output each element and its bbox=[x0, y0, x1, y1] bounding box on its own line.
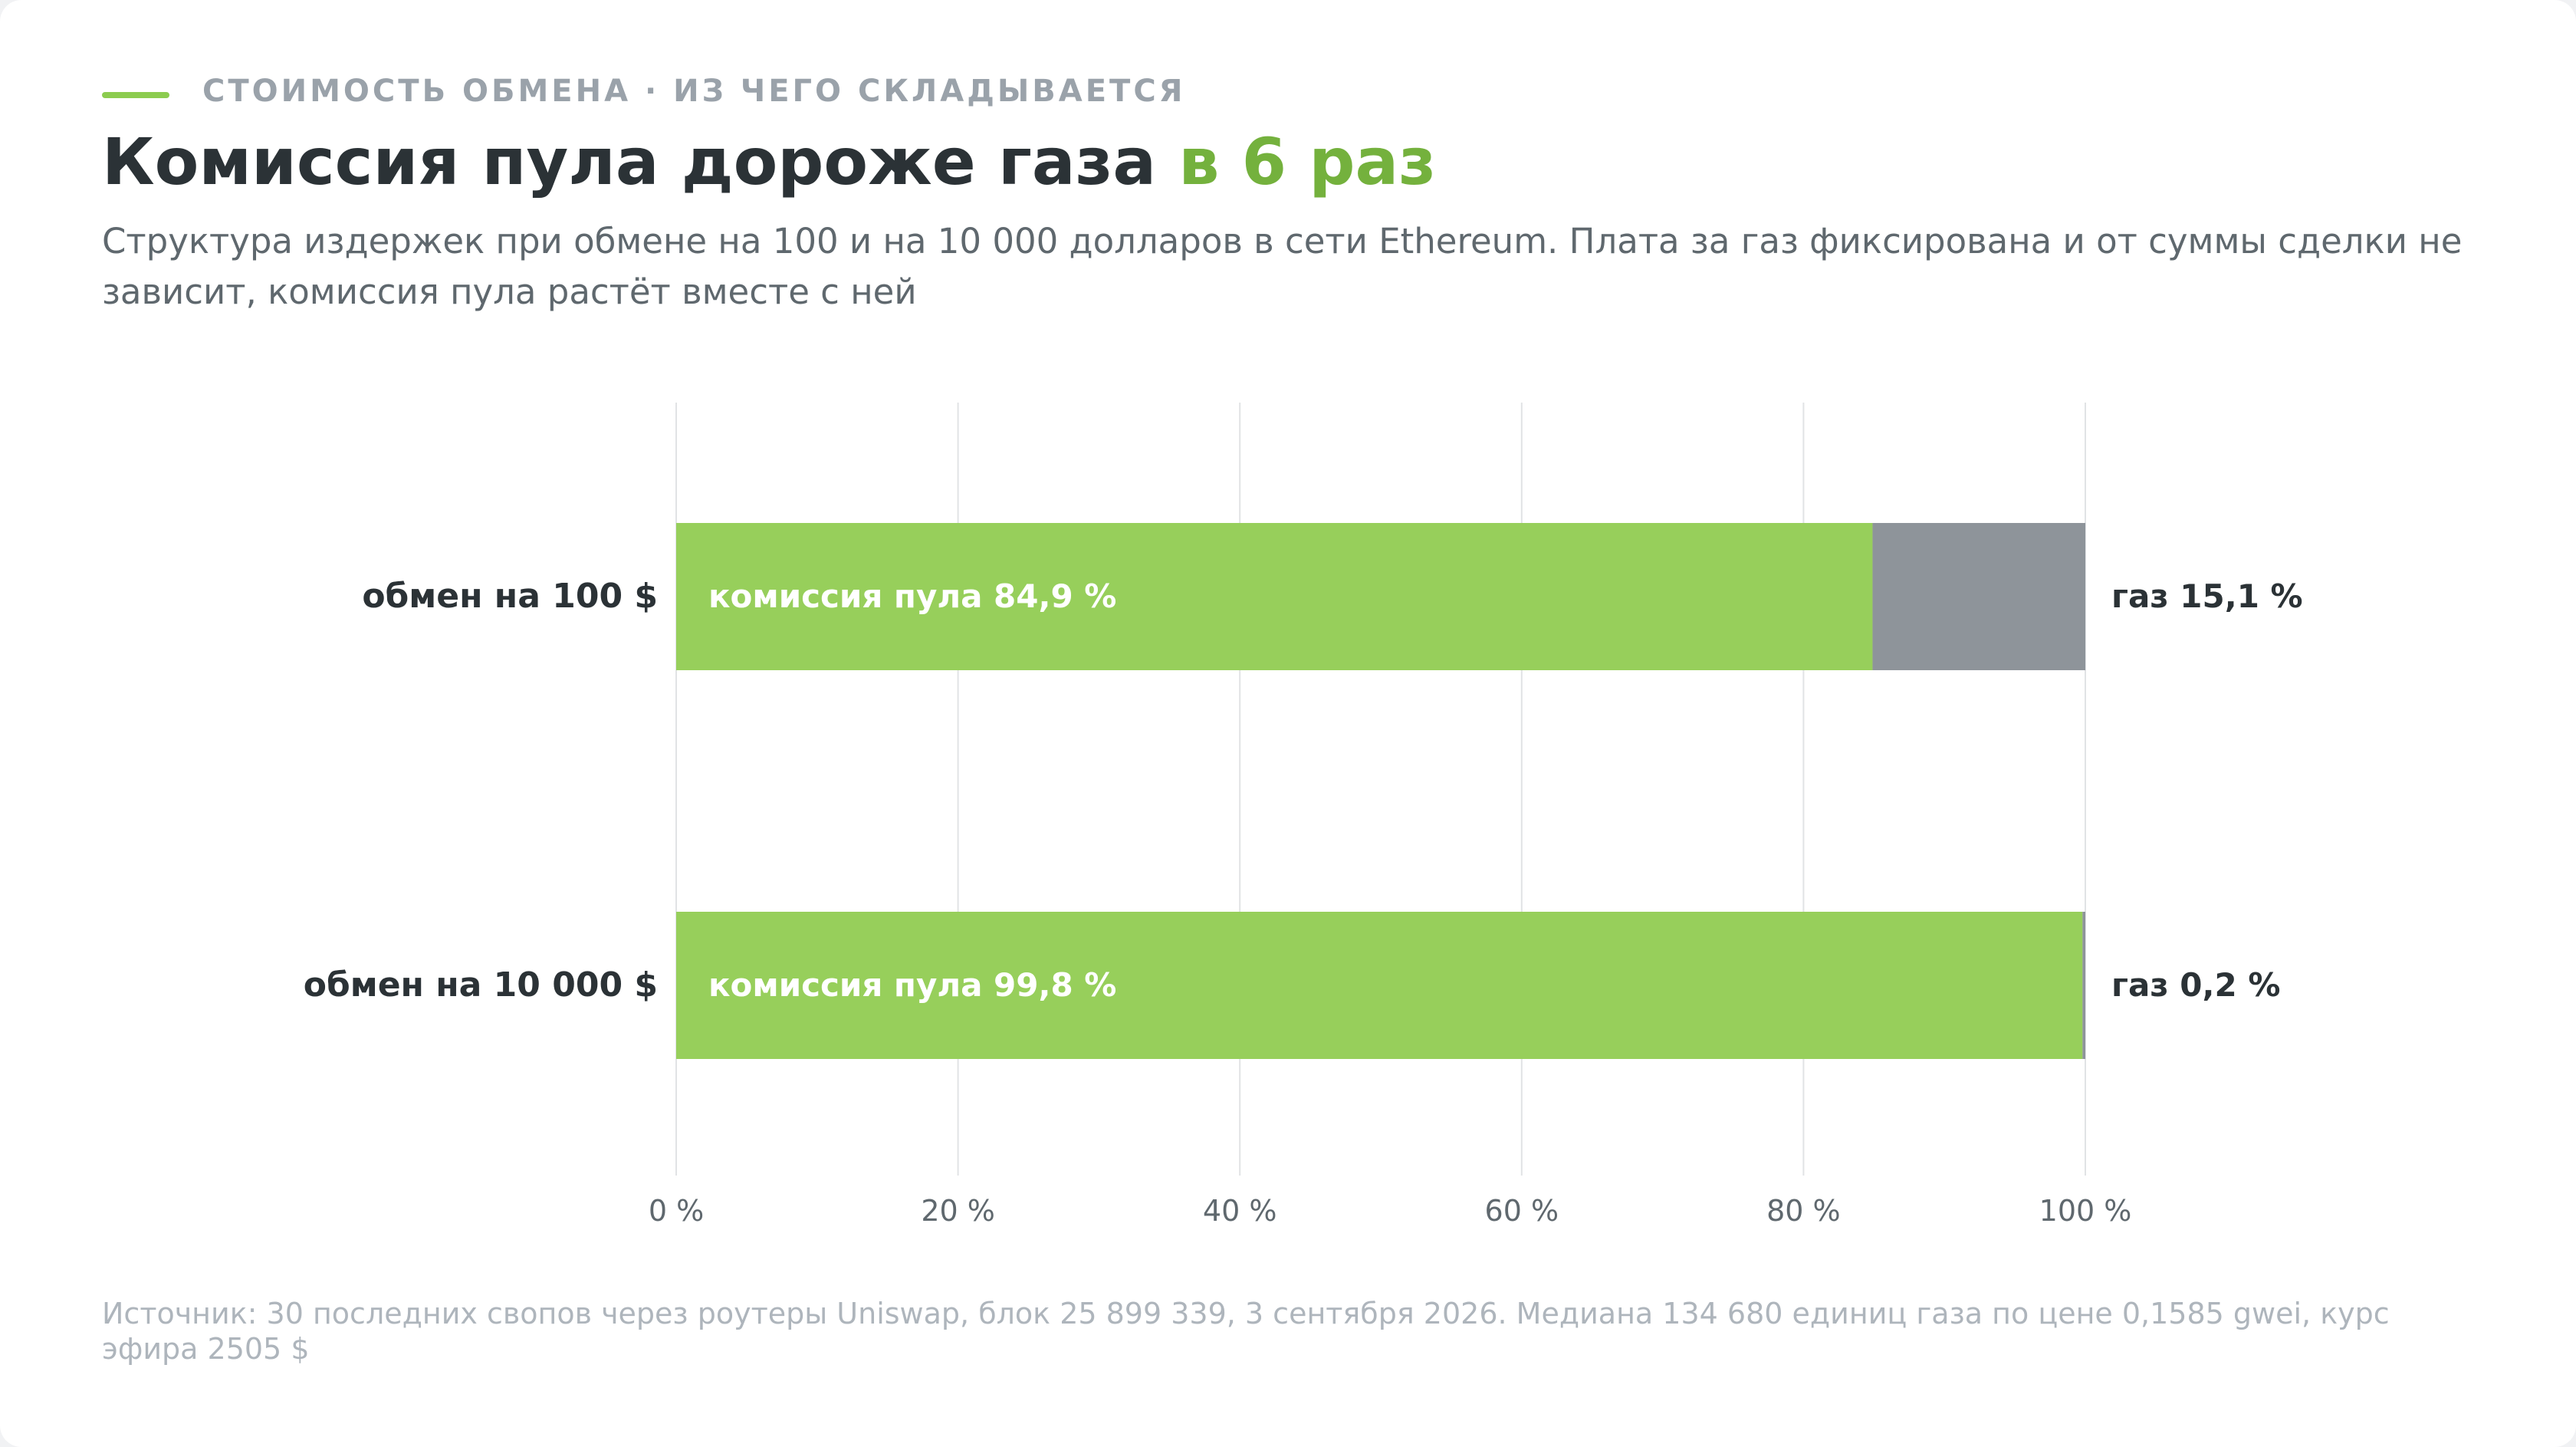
bar-segment-gas bbox=[1872, 523, 2085, 670]
category-label: обмен на 10 000 $ bbox=[304, 965, 658, 1005]
bar-segment-gas bbox=[2082, 912, 2085, 1059]
chart-subtitle: Структура издержек при обмене на 100 и н… bbox=[102, 221, 2463, 312]
source-footnote: Источник: 30 последних свопов через роут… bbox=[102, 1297, 2390, 1366]
kicker-accent-line bbox=[102, 92, 169, 98]
gas-data-label: газ 15,1 % bbox=[2111, 577, 2303, 615]
chart-title: Комиссия пула дороже газа в 6 раз bbox=[102, 124, 1436, 199]
x-tick-label: 20 % bbox=[921, 1194, 995, 1228]
gas-data-label: газ 0,2 % bbox=[2111, 966, 2280, 1004]
x-tick-label: 80 % bbox=[1766, 1194, 1841, 1228]
x-tick-label: 40 % bbox=[1203, 1194, 1277, 1228]
bar-segment-pool-fee bbox=[676, 523, 1873, 670]
x-tick-label: 60 % bbox=[1485, 1194, 1559, 1228]
title-accent: в 6 раз bbox=[1178, 124, 1436, 199]
pool-fee-data-label: комиссия пула 99,8 % bbox=[708, 966, 1116, 1004]
x-tick-label: 100 % bbox=[2039, 1194, 2132, 1228]
x-tick-label: 0 % bbox=[649, 1194, 704, 1228]
category-label: обмен на 100 $ bbox=[362, 577, 658, 616]
pool-fee-data-label: комиссия пула 84,9 % bbox=[708, 577, 1116, 615]
kicker-label: СТОИМОСТЬ ОБМЕНА · ИЗ ЧЕГО СКЛАДЫВАЕТСЯ bbox=[202, 74, 1186, 109]
bar-segment-pool-fee bbox=[676, 912, 2083, 1059]
title-main: Комиссия пула дороже газа bbox=[102, 124, 1157, 199]
